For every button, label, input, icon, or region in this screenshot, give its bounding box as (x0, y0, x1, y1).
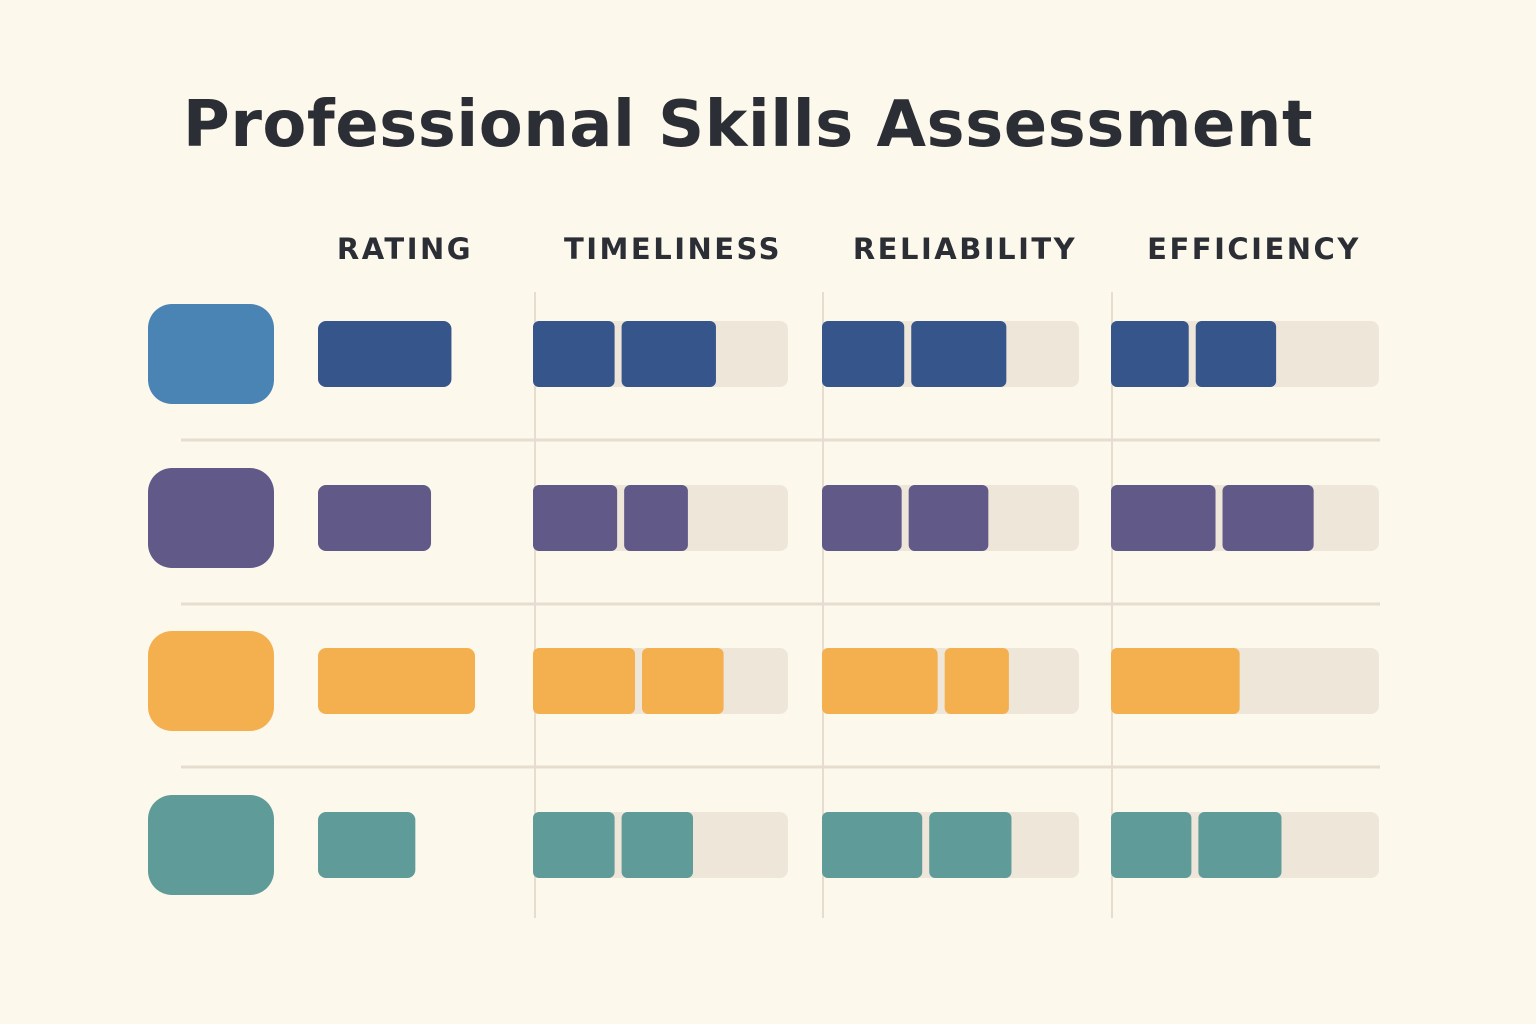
chart-title: Professional Skills Assessment (182, 88, 1314, 162)
rating-bar (318, 812, 416, 878)
efficiency-segment (1111, 812, 1192, 878)
rating-bar (318, 321, 452, 387)
column-header-reliability: RELIABILITY (852, 232, 1078, 266)
timeliness-segment (533, 321, 615, 387)
column-header-efficiency: EFFICIENCY (1147, 232, 1361, 266)
timeliness-segment (642, 648, 724, 714)
efficiency-segment (1111, 648, 1240, 714)
efficiency-segment (1222, 485, 1314, 551)
timeliness-segment (533, 648, 635, 714)
timeliness-segment (533, 812, 615, 878)
reliability-segment (822, 485, 902, 551)
timeliness-segment (621, 321, 716, 387)
table-row (148, 795, 1379, 895)
efficiency-segment (1198, 812, 1282, 878)
efficiency-segment (1195, 321, 1277, 387)
reliability-segment (908, 485, 989, 551)
rating-bar (318, 648, 475, 714)
reliability-segment (929, 812, 1012, 878)
reliability-segment (822, 812, 923, 878)
table-row (148, 304, 1379, 404)
reliability-segment (944, 648, 1009, 714)
timeliness-segment (621, 812, 693, 878)
table-row (148, 631, 1379, 731)
timeliness-segment (624, 485, 688, 551)
row-icon (148, 468, 274, 568)
rating-bar (318, 485, 432, 551)
column-header-timeliness: TIMELINESS (563, 232, 783, 266)
table-row (148, 468, 1379, 568)
reliability-segment (911, 321, 1007, 387)
reliability-segment (822, 321, 905, 387)
column-header-rating: RATING (336, 232, 474, 266)
row-icon (148, 795, 274, 895)
efficiency-segment (1111, 485, 1216, 551)
row-icon (148, 304, 274, 404)
reliability-segment (822, 648, 938, 714)
efficiency-segment (1111, 321, 1189, 387)
row-icon (148, 631, 274, 731)
timeliness-segment (533, 485, 618, 551)
